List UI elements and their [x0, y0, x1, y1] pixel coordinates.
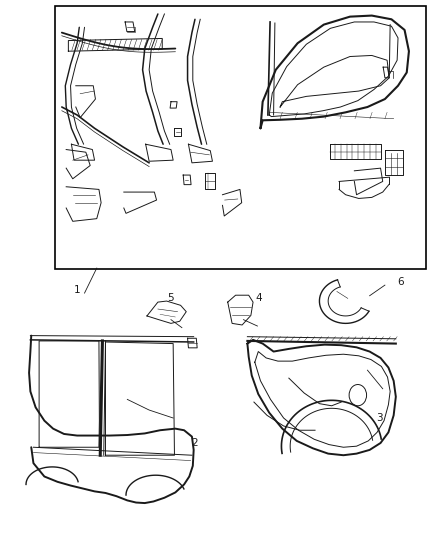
Text: 1: 1	[74, 286, 81, 295]
Text: 3: 3	[376, 413, 383, 423]
Text: 5: 5	[168, 293, 174, 303]
Bar	[55, 6, 426, 269]
Text: 4: 4	[255, 293, 261, 303]
Text: 2: 2	[192, 438, 198, 448]
Bar	[70, 204, 78, 212]
Bar	[126, 197, 139, 208]
Bar	[357, 176, 367, 189]
Text: 6: 6	[397, 278, 403, 287]
